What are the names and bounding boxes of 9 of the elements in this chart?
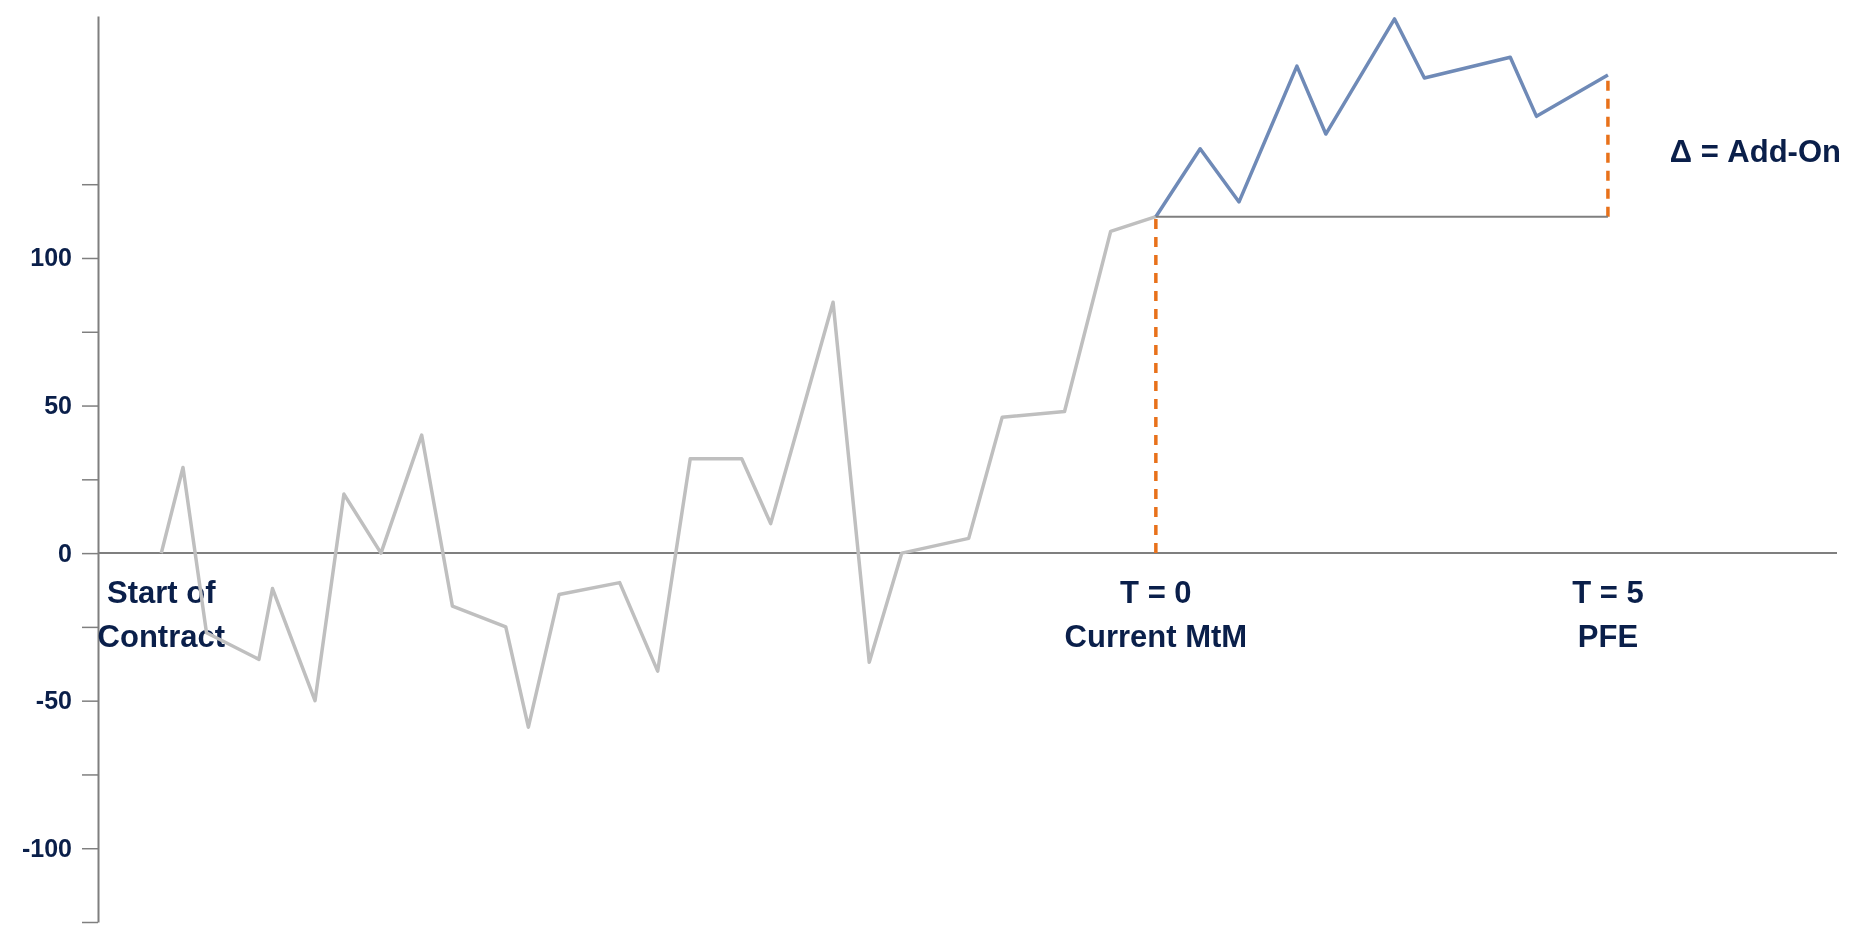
y-tick-label: -100 [21,833,72,862]
y-tick-label: -50 [35,686,72,715]
y-tick-label: 100 [30,243,72,272]
x-tick-label: T = 0 Current MtM [1064,575,1248,655]
y-tick-label: 50 [44,391,72,420]
annotation: Δ = Add-On [1669,133,1841,169]
x-tick-label: T = 5 PFE [1572,575,1644,655]
line-series [1154,17,1610,219]
y-tick-label: 0 [58,538,72,567]
